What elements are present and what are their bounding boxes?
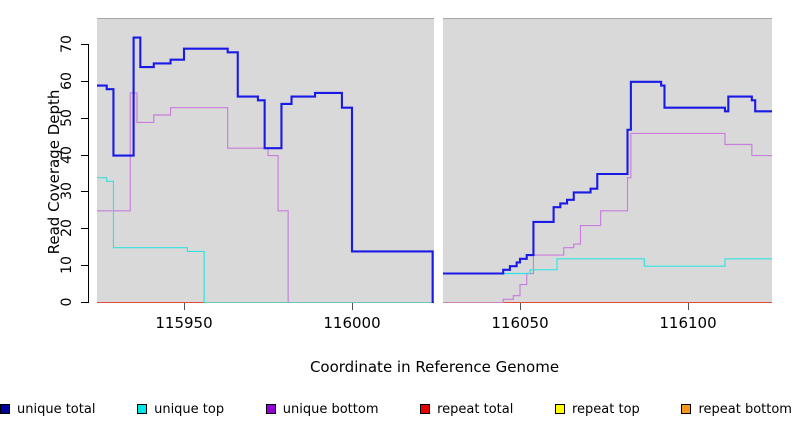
- plot-panel-left: [97, 18, 434, 303]
- y-axis-line: [88, 44, 89, 303]
- legend-spacer: [513, 409, 555, 410]
- legend-label: repeat total: [437, 401, 514, 417]
- legend-swatch-icon: [265, 404, 276, 414]
- y-tick-label: 20: [59, 219, 75, 238]
- legend-item-unique-top[interactable]: unique top: [137, 403, 224, 416]
- legend-spacer: [640, 409, 682, 410]
- series-line-unique-bottom: [97, 92, 434, 303]
- chart-legend: unique total unique top unique bottom repea…: [0, 398, 792, 420]
- y-tick-label: 10: [59, 256, 75, 275]
- legend-spacer: [224, 409, 266, 410]
- y-tick: [81, 155, 88, 156]
- y-tick-label: 30: [59, 182, 75, 201]
- series-line-unique-total: [443, 80, 772, 275]
- legend-item-repeat-total[interactable]: repeat total: [420, 403, 513, 416]
- y-tick: [81, 44, 88, 45]
- series-line-unique-top: [97, 177, 434, 303]
- legend-swatch-icon: [555, 404, 565, 414]
- legend-label: repeat top: [572, 401, 640, 417]
- x-tick-label: 116050: [491, 314, 549, 332]
- y-tick: [81, 81, 88, 82]
- x-tick-label: 116100: [659, 314, 717, 332]
- x-tick: [352, 303, 353, 310]
- legend-swatch-icon: [0, 404, 10, 414]
- legend-item-unique-bottom[interactable]: unique bottom: [265, 401, 379, 417]
- series-line-unique-bottom: [443, 132, 772, 303]
- legend-label: unique total: [17, 401, 96, 417]
- y-tick-label: 40: [59, 145, 75, 164]
- series-canvas: [97, 36, 434, 303]
- y-tick: [81, 228, 88, 229]
- x-tick: [184, 303, 185, 310]
- plot-panel-right: [443, 18, 772, 303]
- legend-swatch-icon: [681, 404, 692, 414]
- legend-spacer: [378, 409, 420, 410]
- y-tick: [81, 118, 88, 119]
- series-line-unique-top: [443, 258, 772, 275]
- legend-swatch-icon: [137, 404, 148, 414]
- y-tick-label: 60: [59, 71, 75, 90]
- series-line-unique-total: [97, 36, 434, 303]
- x-tick: [688, 303, 689, 310]
- y-tick-label: 70: [59, 35, 75, 53]
- x-tick-label: 115950: [155, 314, 213, 332]
- legend-label: repeat bottom: [698, 401, 792, 417]
- legend-item-repeat-top[interactable]: repeat top: [555, 403, 640, 416]
- x-tick-label: 116000: [323, 314, 381, 332]
- legend-item-repeat-bottom[interactable]: repeat bottom: [681, 403, 792, 416]
- x-axis-title: Coordinate in Reference Genome: [309, 358, 560, 376]
- y-tick-label: 0: [59, 297, 75, 307]
- y-tick: [81, 265, 88, 266]
- legend-item-unique-total[interactable]: unique total: [0, 403, 95, 416]
- legend-swatch-icon: [420, 404, 431, 414]
- legend-label: unique top: [154, 401, 225, 417]
- x-tick: [520, 303, 521, 310]
- legend-label: unique bottom: [282, 401, 379, 417]
- legend-spacer: [95, 409, 137, 410]
- y-tick-label: 50: [59, 108, 75, 127]
- series-canvas: [443, 80, 772, 303]
- y-tick: [81, 191, 88, 192]
- y-tick: [81, 302, 88, 303]
